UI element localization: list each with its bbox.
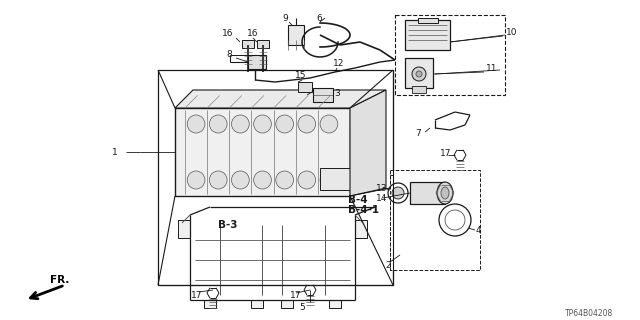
- Circle shape: [392, 187, 404, 199]
- Ellipse shape: [298, 171, 316, 189]
- Text: B-4-1: B-4-1: [348, 205, 379, 215]
- Text: B-3: B-3: [218, 220, 237, 230]
- Bar: [355, 220, 367, 238]
- Text: 16: 16: [222, 28, 234, 37]
- Bar: [257, 40, 269, 48]
- Ellipse shape: [437, 182, 453, 204]
- Text: B-4: B-4: [348, 195, 367, 205]
- Ellipse shape: [361, 141, 375, 169]
- Bar: [395, 15, 505, 95]
- Bar: [412, 86, 426, 93]
- Text: TP64B04208: TP64B04208: [565, 308, 613, 317]
- Bar: [281, 300, 293, 308]
- Bar: [248, 55, 266, 69]
- Circle shape: [445, 210, 465, 230]
- Ellipse shape: [232, 171, 249, 189]
- Text: 15: 15: [295, 70, 307, 79]
- Text: 12: 12: [333, 59, 344, 68]
- Ellipse shape: [357, 135, 379, 175]
- Text: 16: 16: [247, 28, 259, 37]
- Bar: [288, 25, 304, 45]
- Ellipse shape: [276, 115, 294, 133]
- Bar: [390, 170, 480, 270]
- Bar: [405, 58, 433, 88]
- Bar: [175, 108, 350, 196]
- Text: 14: 14: [376, 194, 387, 203]
- Text: 5: 5: [299, 303, 305, 313]
- Polygon shape: [175, 90, 386, 108]
- Ellipse shape: [416, 71, 422, 77]
- Bar: [178, 220, 190, 238]
- Ellipse shape: [320, 115, 338, 133]
- Bar: [320, 168, 350, 190]
- Bar: [204, 300, 216, 308]
- Bar: [329, 300, 341, 308]
- Ellipse shape: [209, 115, 227, 133]
- Ellipse shape: [232, 115, 249, 133]
- Ellipse shape: [298, 115, 316, 133]
- Bar: [410, 182, 445, 204]
- Text: 17: 17: [191, 291, 202, 300]
- Text: 9: 9: [282, 13, 288, 22]
- Text: 2: 2: [385, 260, 390, 269]
- Text: 7: 7: [415, 129, 420, 138]
- Ellipse shape: [253, 115, 271, 133]
- Text: 17: 17: [440, 148, 451, 157]
- Ellipse shape: [320, 171, 338, 189]
- Bar: [418, 18, 438, 23]
- Polygon shape: [350, 90, 386, 196]
- Bar: [405, 20, 450, 50]
- Circle shape: [439, 204, 471, 236]
- Ellipse shape: [253, 171, 271, 189]
- Text: 13: 13: [376, 183, 387, 193]
- Ellipse shape: [412, 67, 426, 81]
- Bar: [251, 300, 263, 308]
- Text: 10: 10: [506, 28, 518, 36]
- Bar: [350, 128, 368, 183]
- Text: 6: 6: [316, 13, 322, 22]
- Circle shape: [388, 183, 408, 203]
- Text: FR.: FR.: [50, 275, 69, 285]
- Ellipse shape: [276, 171, 294, 189]
- Ellipse shape: [188, 171, 205, 189]
- Ellipse shape: [188, 115, 205, 133]
- Ellipse shape: [441, 187, 449, 199]
- Ellipse shape: [209, 171, 227, 189]
- Bar: [242, 40, 254, 48]
- Text: 4: 4: [476, 226, 482, 235]
- Bar: [158, 70, 393, 285]
- Text: 8: 8: [226, 50, 232, 59]
- Bar: [313, 88, 333, 102]
- Text: 17: 17: [290, 292, 301, 300]
- Text: 11: 11: [486, 63, 497, 73]
- Bar: [298, 82, 312, 92]
- Text: 1: 1: [112, 148, 118, 156]
- Text: 3: 3: [334, 89, 340, 98]
